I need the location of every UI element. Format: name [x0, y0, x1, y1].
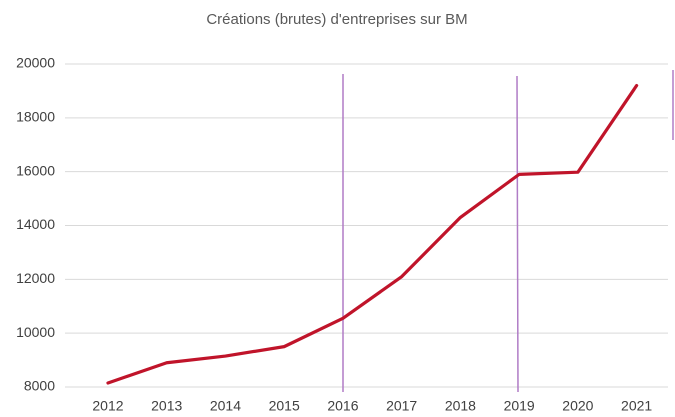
x-tick-label: 2014: [210, 398, 241, 414]
x-tick-label: 2013: [151, 398, 182, 414]
x-tick-label: 2017: [386, 398, 417, 414]
x-tick-label: 2016: [327, 398, 358, 414]
x-tick-label: 2015: [269, 398, 300, 414]
x-tick-label: 2018: [445, 398, 476, 414]
data-line: [106, 83, 639, 385]
x-tick-label: 2020: [562, 398, 593, 414]
x-tick-label: 2019: [504, 398, 535, 414]
x-tick-label: 2012: [92, 398, 123, 414]
y-tick-label: 14000: [16, 216, 55, 232]
y-tick-label: 16000: [16, 162, 55, 178]
y-tick-label: 8000: [24, 378, 55, 394]
annotation-line: [516, 75, 519, 393]
x-tick-label: 2021: [621, 398, 652, 414]
y-tick-label: 18000: [16, 109, 55, 125]
y-tick-label: 10000: [16, 324, 55, 340]
chart-title: Créations (brutes) d'entreprises sur BM: [206, 11, 467, 28]
y-tick-label: 20000: [16, 55, 55, 71]
y-tick-label: 12000: [16, 270, 55, 286]
